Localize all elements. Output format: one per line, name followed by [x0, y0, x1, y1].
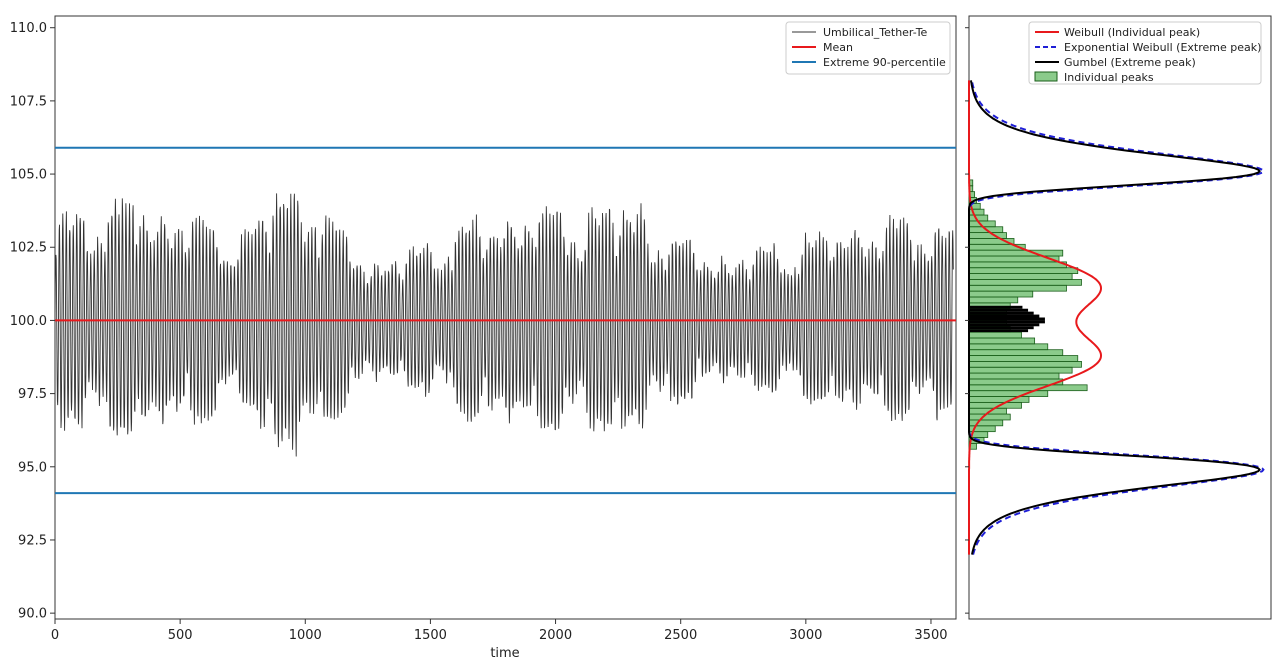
- histogram-bar: [968, 249, 1064, 257]
- legend-box: [785, 21, 951, 75]
- histogram-overlap: [969, 305, 1023, 309]
- distribution-legend: Weibull (Individual peak) Exponential Wei…: [1028, 21, 1262, 85]
- gumbel-curve: [968, 80, 1261, 555]
- legend-box: [1028, 21, 1262, 85]
- histogram-bar: [968, 279, 1082, 286]
- timeseries-x-axis-label: time: [490, 646, 519, 661]
- histogram-overlap: [969, 311, 1034, 315]
- histogram-bar: [968, 214, 989, 222]
- histogram-overlap: [969, 329, 1029, 333]
- histogram-bar: [968, 267, 1079, 274]
- histogram-bar: [968, 349, 1064, 356]
- x-tick-label: 3500: [914, 628, 947, 643]
- histogram-bar: [968, 296, 1019, 304]
- x-tick-label: 1500: [414, 628, 447, 643]
- y-tick-label: 107.5: [10, 94, 47, 109]
- y-tick-label: 97.5: [18, 387, 47, 402]
- weibull-curve: [968, 80, 1103, 555]
- histogram-overlap: [969, 320, 1045, 324]
- distribution-series-layer: [968, 80, 1265, 555]
- legend-label: Individual peaks: [1064, 71, 1154, 84]
- histogram-bar: [968, 290, 1034, 298]
- x-tick-label: 1000: [289, 628, 322, 643]
- histogram-bar: [968, 343, 1049, 351]
- distribution-panel: Weibull (Individual peak) Exponential Wei…: [965, 15, 1272, 620]
- histogram-overlap: [969, 323, 1040, 327]
- distribution-y-ticks: [965, 27, 969, 614]
- y-tick-label: 102.5: [10, 241, 47, 256]
- histogram-bar: [968, 361, 1082, 368]
- y-tick-label: 92.5: [18, 533, 47, 548]
- x-tick-label: 2500: [664, 628, 697, 643]
- histogram-bar: [968, 284, 1067, 292]
- histogram-overlap: [969, 326, 1034, 330]
- histogram-bar: [968, 413, 1011, 421]
- histogram-bar: [968, 419, 1004, 427]
- histogram-bar: [968, 232, 1007, 239]
- histogram-bar: [968, 337, 1036, 345]
- x-tick-label: 500: [168, 628, 193, 643]
- histogram-bar: [968, 396, 1030, 403]
- legend-label: Gumbel (Extreme peak): [1064, 56, 1196, 69]
- histogram-overlap: [969, 317, 1045, 321]
- y-tick-label: 90.0: [18, 607, 47, 622]
- timeseries-series-layer: [54, 146, 956, 495]
- legend-swatch: [1034, 71, 1058, 82]
- legend-label: Exponential Weibull (Extreme peak): [1064, 41, 1261, 54]
- timeseries-panel: 90.0 92.5 95.0 97.5 100.0 102.5 105.0 107.5 110.…: [10, 15, 957, 661]
- histogram-overlap: [969, 314, 1040, 318]
- timeseries-x-ticks: 0 500 1000 1500 2000 2500 3000 3500: [51, 619, 948, 643]
- legend-label: Extreme 90-percentile: [823, 56, 946, 69]
- x-tick-label: 0: [51, 628, 59, 643]
- histogram-bar: [968, 378, 1064, 386]
- histogram-bar: [968, 384, 1088, 392]
- x-tick-label: 2000: [539, 628, 572, 643]
- histogram-bar: [968, 372, 1060, 380]
- legend-label: Weibull (Individual peak): [1064, 26, 1200, 39]
- timeseries-legend: Umbilical_Tether-Te Mean Extreme 90-percen…: [785, 21, 951, 75]
- histogram-bar: [968, 366, 1073, 374]
- histogram-bar: [968, 261, 1067, 269]
- legend-label: Mean: [823, 41, 853, 54]
- legend-label: Umbilical_Tether-Te: [823, 26, 928, 39]
- y-tick-label: 95.0: [18, 460, 47, 475]
- histogram-overlap: [969, 308, 1029, 312]
- histogram-bar: [968, 273, 1073, 280]
- x-tick-label: 3000: [789, 628, 822, 643]
- y-tick-label: 100.0: [10, 314, 47, 329]
- y-tick-label: 105.0: [10, 168, 47, 183]
- exponential-weibull-curve: [968, 80, 1265, 555]
- umbilical-tether-series: [54, 193, 954, 457]
- timeseries-y-ticks: 90.0 92.5 95.0 97.5 100.0 102.5 105.0 107.5 110.…: [10, 21, 55, 622]
- histogram-bar: [968, 331, 1022, 339]
- histogram-bar: [968, 355, 1079, 362]
- y-tick-label: 110.0: [10, 21, 47, 36]
- histogram-bar: [968, 390, 1049, 397]
